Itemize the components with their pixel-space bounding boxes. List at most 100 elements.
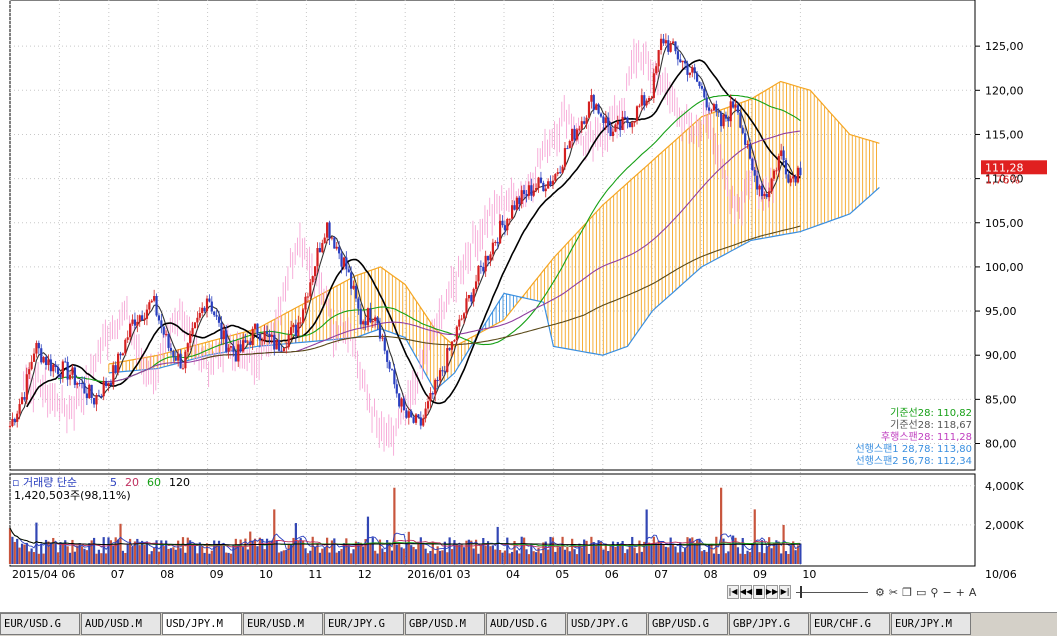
candle-body <box>732 101 735 108</box>
volume-bar <box>222 545 225 564</box>
candle-body <box>727 118 730 122</box>
volume-bar <box>609 544 612 564</box>
zoom-slider[interactable] <box>796 585 868 599</box>
candle-body <box>340 253 343 267</box>
settings-icon[interactable]: ⚙ <box>875 585 885 599</box>
volume-bar <box>61 543 64 564</box>
volume-bar <box>169 548 173 564</box>
volume-bar <box>400 547 403 564</box>
candle-body <box>119 353 122 356</box>
tools-icon[interactable]: ✂ <box>888 585 899 599</box>
volume-bar <box>460 543 463 564</box>
candle-body <box>405 410 408 418</box>
candle-body <box>177 353 180 361</box>
volume-bar <box>703 549 706 564</box>
volume-bar <box>412 546 415 564</box>
volume-bar <box>431 541 434 564</box>
candle-body <box>472 288 475 302</box>
symbol-tab[interactable]: GBP/USD.G <box>648 613 728 635</box>
stop-button[interactable]: ■ <box>753 585 765 599</box>
search-icon[interactable]: ⚲ <box>930 585 939 599</box>
volume-bar <box>508 553 511 564</box>
symbol-tab[interactable]: GBP/USD.M <box>405 613 485 635</box>
candle-body <box>748 144 752 159</box>
candle-body <box>184 351 187 369</box>
candle-body <box>729 101 732 122</box>
candle-body <box>496 241 499 244</box>
volume-bar <box>455 544 458 564</box>
zoom-in-button[interactable]: + <box>955 585 965 599</box>
legend-entry: 선행스팬1 28,78: 113,80 <box>855 443 972 455</box>
volume-bar <box>662 544 665 564</box>
symbol-tab[interactable]: EUR/CHF.G <box>810 613 890 635</box>
candle-body <box>208 298 211 302</box>
candle-body <box>674 41 677 52</box>
volume-bar <box>229 553 233 564</box>
volume-bar <box>232 544 235 564</box>
candle-body <box>532 190 535 196</box>
window-icon[interactable]: ▭ <box>915 585 927 599</box>
candle-body <box>664 40 667 44</box>
candle-body <box>580 121 583 129</box>
candle-body <box>676 51 679 60</box>
volume-bar <box>491 545 494 564</box>
price-chart[interactable]: 80,0085,0090,0095,00100,00105,00110,0011… <box>0 0 1057 612</box>
volume-bar <box>477 553 480 564</box>
auto-scale-button[interactable]: A <box>968 585 977 599</box>
copy-icon[interactable]: ❐ <box>902 585 912 599</box>
volume-bar <box>544 541 547 564</box>
volume-bar <box>314 546 317 564</box>
volume-bar <box>85 550 88 564</box>
volume-bar <box>712 553 716 564</box>
symbol-tab[interactable]: AUD/USD.G <box>486 613 566 635</box>
volume-bar <box>530 544 533 564</box>
date-tick-label: 06 <box>61 568 75 581</box>
symbol-tab[interactable]: GBP/JPY.G <box>729 613 809 635</box>
slider-knob[interactable] <box>800 586 802 598</box>
candle-body <box>203 307 206 312</box>
candle-body <box>25 374 28 400</box>
candle-body <box>568 140 571 149</box>
candle-body <box>647 98 651 101</box>
candle-body <box>695 73 699 82</box>
volume-bar <box>71 539 74 564</box>
price-tick-label: 125,00 <box>985 40 1024 53</box>
volume-bar <box>390 550 394 564</box>
first-button[interactable]: |◀ <box>727 585 739 599</box>
symbol-tab[interactable]: EUR/JPY.M <box>891 613 971 635</box>
volume-bar <box>73 551 76 564</box>
candle-body <box>722 114 725 127</box>
volume-bar <box>655 543 658 564</box>
volume-bar <box>405 542 408 564</box>
volume-bar <box>253 538 257 564</box>
symbol-tab[interactable]: EUR/USD.G <box>0 613 80 635</box>
volume-bar <box>652 536 655 564</box>
candle-body <box>400 398 403 407</box>
next-button[interactable]: ▶▶ <box>766 585 778 599</box>
volume-bar <box>143 544 146 564</box>
zoom-out-button[interactable]: − <box>942 585 952 599</box>
prev-button[interactable]: ◀◀ <box>740 585 752 599</box>
symbol-tab[interactable]: USD/JPY.M <box>162 613 242 635</box>
candle-body <box>153 296 156 301</box>
last-button[interactable]: ▶| <box>779 585 791 599</box>
ma-line-ma5 <box>14 42 801 423</box>
volume-bar <box>275 540 278 564</box>
volume-bar <box>768 537 771 564</box>
symbol-tab[interactable]: EUR/JPY.G <box>324 613 404 635</box>
price-tick-label: 90,00 <box>985 349 1017 362</box>
volume-bar <box>556 547 559 564</box>
symbol-tab[interactable]: USD/JPY.G <box>567 613 647 635</box>
candle-body <box>544 188 547 192</box>
candle-body <box>316 248 319 267</box>
symbol-tab[interactable]: EUR/USD.M <box>243 613 323 635</box>
candle-body <box>777 155 780 171</box>
symbol-tab[interactable]: AUD/USD.M <box>81 613 161 635</box>
volume-bar <box>376 553 379 564</box>
volume-bar <box>561 536 564 564</box>
volume-bar <box>664 546 667 564</box>
candle-body <box>297 322 300 337</box>
volume-bar <box>109 540 113 564</box>
scroll-controls: |◀ ◀◀ ■ ▶▶ ▶| ⚙ ✂ ❐ ▭ ⚲ − + A <box>727 583 976 601</box>
candle-body <box>225 330 228 352</box>
